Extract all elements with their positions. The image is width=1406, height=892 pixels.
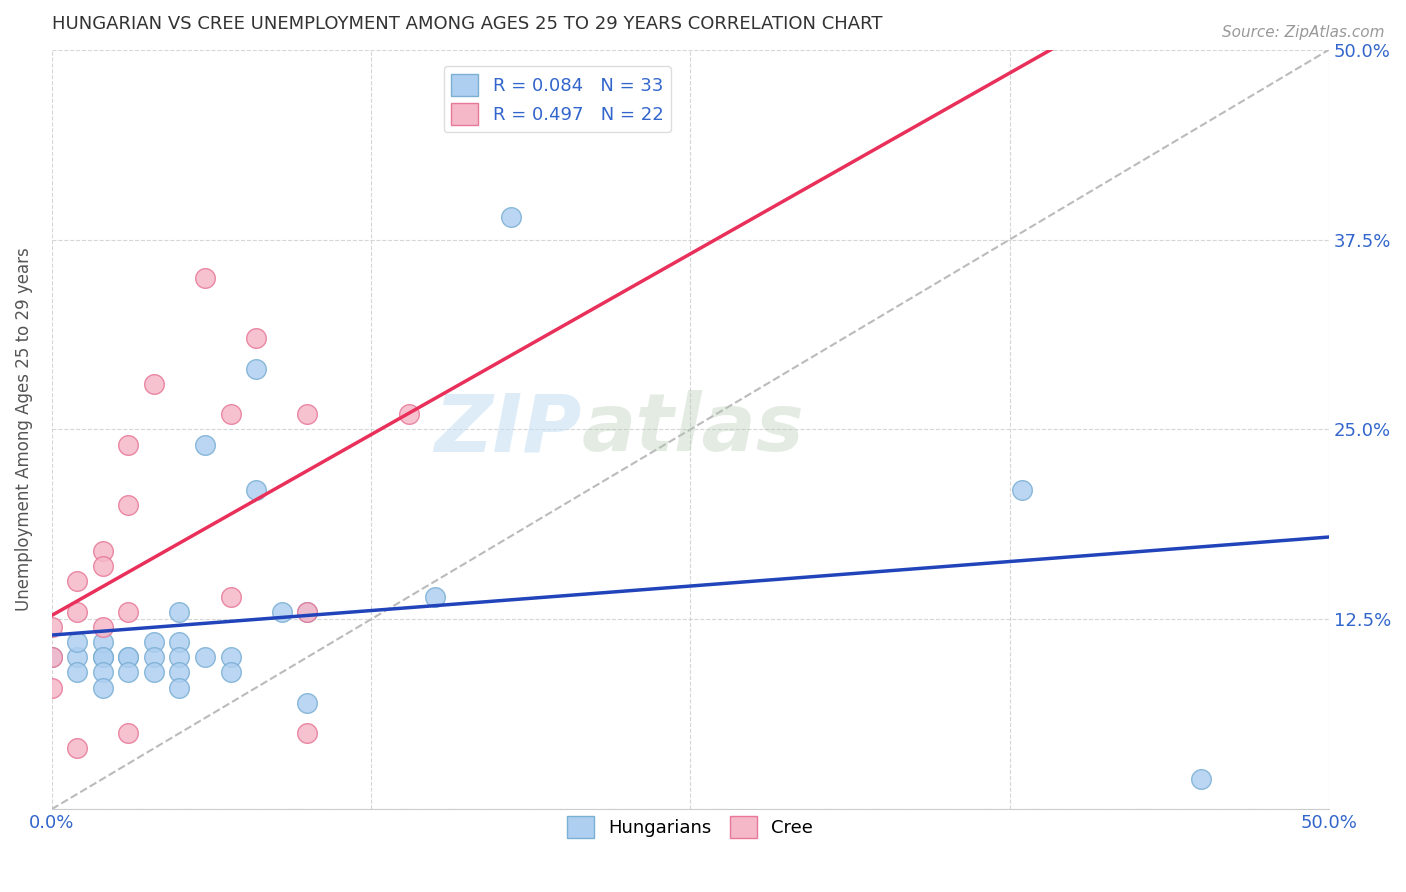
Point bbox=[91, 650, 114, 665]
Point bbox=[91, 681, 114, 695]
Point bbox=[117, 726, 139, 740]
Point bbox=[142, 650, 165, 665]
Point bbox=[66, 665, 89, 680]
Point bbox=[41, 650, 63, 665]
Point bbox=[169, 605, 191, 619]
Point bbox=[295, 605, 318, 619]
Point bbox=[398, 407, 420, 421]
Point bbox=[66, 650, 89, 665]
Point bbox=[117, 499, 139, 513]
Point bbox=[169, 665, 191, 680]
Text: atlas: atlas bbox=[582, 391, 804, 468]
Point bbox=[117, 605, 139, 619]
Point bbox=[142, 635, 165, 649]
Point bbox=[169, 635, 191, 649]
Point bbox=[41, 650, 63, 665]
Point bbox=[66, 605, 89, 619]
Point bbox=[295, 726, 318, 740]
Point bbox=[117, 665, 139, 680]
Point bbox=[270, 605, 292, 619]
Point bbox=[66, 574, 89, 589]
Point bbox=[91, 635, 114, 649]
Point bbox=[91, 665, 114, 680]
Point bbox=[1011, 483, 1033, 498]
Point bbox=[295, 605, 318, 619]
Point bbox=[91, 620, 114, 634]
Legend: Hungarians, Cree: Hungarians, Cree bbox=[560, 809, 821, 846]
Text: Source: ZipAtlas.com: Source: ZipAtlas.com bbox=[1222, 25, 1385, 40]
Point bbox=[219, 665, 242, 680]
Point bbox=[245, 361, 267, 376]
Point bbox=[117, 650, 139, 665]
Point bbox=[169, 650, 191, 665]
Point bbox=[219, 407, 242, 421]
Y-axis label: Unemployment Among Ages 25 to 29 years: Unemployment Among Ages 25 to 29 years bbox=[15, 248, 32, 611]
Point bbox=[219, 650, 242, 665]
Point bbox=[91, 559, 114, 574]
Point bbox=[501, 210, 523, 224]
Point bbox=[295, 407, 318, 421]
Point bbox=[219, 590, 242, 604]
Point bbox=[295, 696, 318, 710]
Point bbox=[169, 681, 191, 695]
Text: ZIP: ZIP bbox=[434, 391, 582, 468]
Point bbox=[41, 681, 63, 695]
Point bbox=[1189, 772, 1212, 786]
Point bbox=[117, 438, 139, 452]
Point bbox=[41, 620, 63, 634]
Point bbox=[194, 270, 217, 285]
Point bbox=[142, 376, 165, 391]
Point bbox=[142, 665, 165, 680]
Point bbox=[66, 741, 89, 756]
Point bbox=[423, 590, 446, 604]
Point bbox=[245, 331, 267, 345]
Point bbox=[91, 650, 114, 665]
Point bbox=[194, 438, 217, 452]
Point bbox=[117, 650, 139, 665]
Point bbox=[91, 544, 114, 558]
Point bbox=[66, 635, 89, 649]
Point bbox=[245, 483, 267, 498]
Point bbox=[194, 650, 217, 665]
Text: HUNGARIAN VS CREE UNEMPLOYMENT AMONG AGES 25 TO 29 YEARS CORRELATION CHART: HUNGARIAN VS CREE UNEMPLOYMENT AMONG AGE… bbox=[52, 15, 882, 33]
